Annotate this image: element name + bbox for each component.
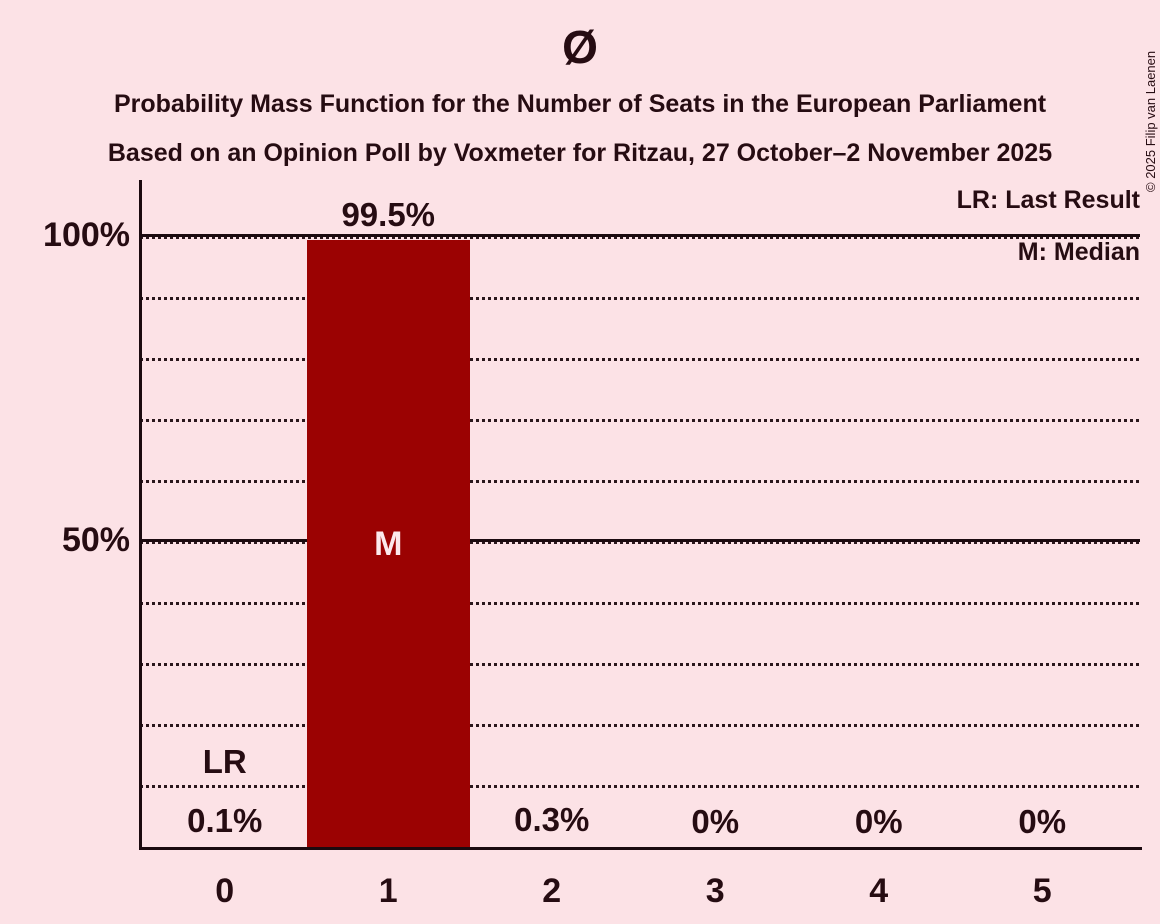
chart-source-line: Based on an Opinion Poll by Voxmeter for… <box>107 139 1053 167</box>
copyright-notice: © 2025 Filip van Laenen <box>1143 50 1158 192</box>
gridline-dotted-40 <box>140 602 1140 605</box>
median-marker: M <box>374 524 403 563</box>
y-tick-label: 100% <box>43 216 130 254</box>
bar-seats-1 <box>306 240 470 847</box>
x-tick-label-2: 2 <box>542 872 562 910</box>
x-tick-label-4: 4 <box>869 872 889 910</box>
legend-last-result: LR: Last Result <box>956 186 1140 214</box>
x-tick-label-5: 5 <box>1032 872 1052 910</box>
value-label-seats-3: 0% <box>691 803 740 840</box>
x-tick-label-1: 1 <box>378 872 398 910</box>
x-tick-label-3: 3 <box>705 872 725 910</box>
gridline-dotted-10 <box>140 785 1140 788</box>
gridline-solid-100 <box>140 234 1140 237</box>
value-label-seats-1: 99.5% <box>341 196 436 234</box>
value-label-seats-0: 0.1% <box>187 802 263 840</box>
gridline-dotted-90 <box>140 297 1140 300</box>
gridline-dotted-30 <box>140 663 1140 666</box>
value-label-seats-5: 0% <box>1018 803 1067 840</box>
value-label-seats-4: 0% <box>854 803 903 840</box>
gridline-dotted-70 <box>140 419 1140 422</box>
gridline-dotted-80 <box>140 358 1140 361</box>
x-tick-label-0: 0 <box>215 872 235 910</box>
gridline-solid-50 <box>140 539 1140 542</box>
last-result-marker: LR <box>202 743 247 781</box>
chart-subtitle: Probability Mass Function for the Number… <box>113 90 1047 118</box>
y-tick-label: 50% <box>61 521 130 559</box>
y-axis-line <box>139 180 142 850</box>
value-label-seats-2: 0.3% <box>514 801 590 839</box>
gridline-dotted-100 <box>140 236 1140 239</box>
gridline-dotted-20 <box>140 724 1140 727</box>
party-abbreviation-title: Ø <box>562 21 598 73</box>
legend-median: M: Median <box>1017 238 1140 266</box>
x-axis-line <box>139 847 1142 850</box>
gridline-dotted-50 <box>140 541 1140 544</box>
gridline-dotted-60 <box>140 480 1140 483</box>
